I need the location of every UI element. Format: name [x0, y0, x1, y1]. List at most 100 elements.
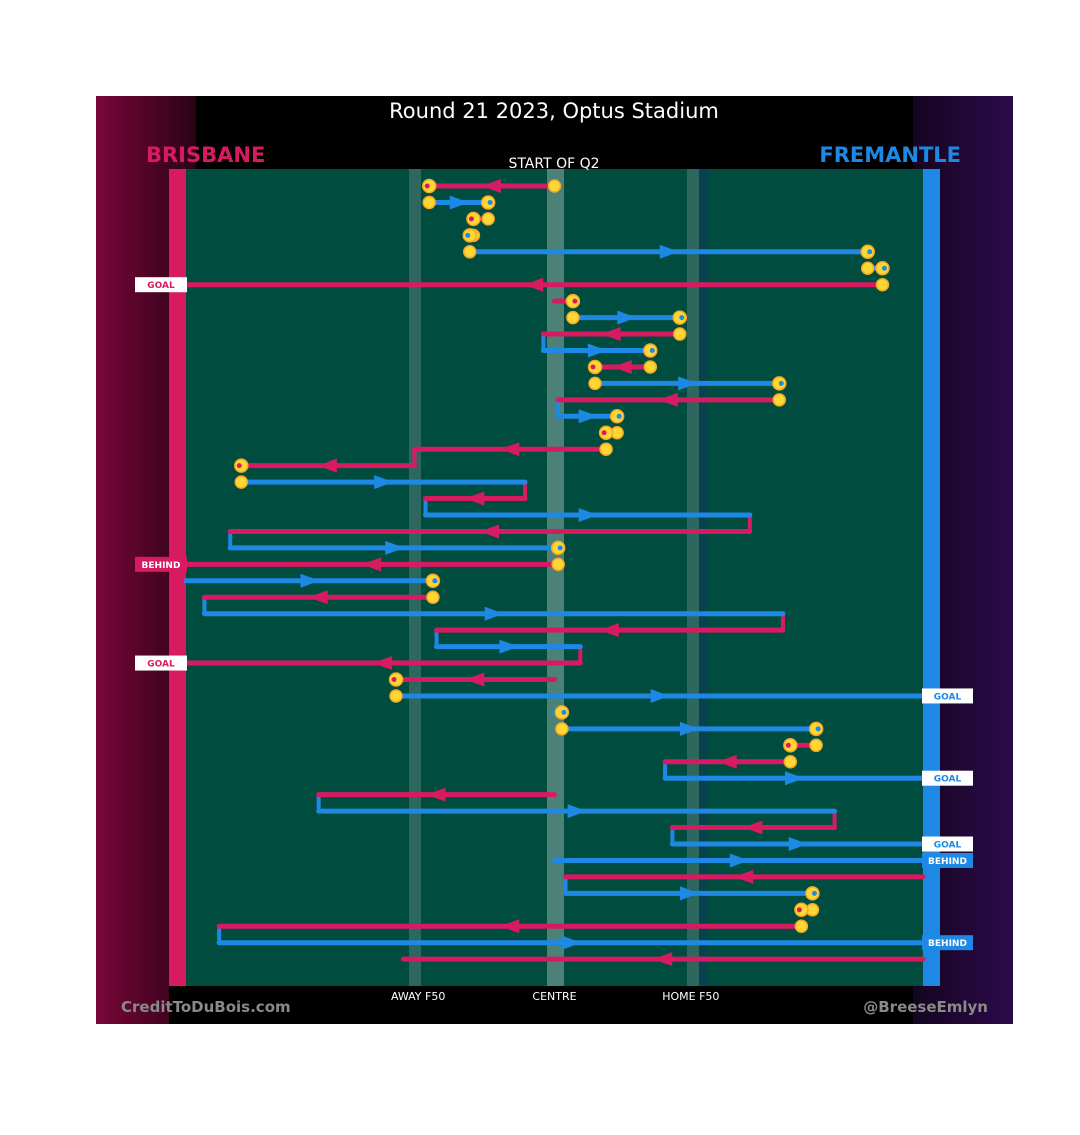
- stoppage-marker: [462, 245, 477, 259]
- chain-arrow: [729, 853, 749, 868]
- chain-arrow: [680, 721, 700, 736]
- outcome-label: BEHIND: [142, 561, 181, 571]
- outcome-box: [922, 836, 973, 852]
- chain-arrow: [743, 820, 763, 835]
- stoppage-marker: [783, 755, 798, 769]
- stoppage-dot: [391, 677, 397, 682]
- stoppage-dot: [867, 249, 873, 255]
- stoppage-dot: [424, 183, 430, 189]
- chain-arrow: [308, 590, 328, 605]
- outcome-box: [922, 935, 973, 951]
- stoppage-dot: [561, 709, 567, 715]
- stoppage-dot: [616, 413, 622, 419]
- chain-arrow: [578, 508, 598, 522]
- stoppage-marker: [426, 590, 440, 604]
- away-f50-band: [409, 169, 421, 986]
- stoppage-dot: [778, 380, 784, 386]
- stoppage-marker: [643, 360, 658, 374]
- stoppage-dot: [487, 199, 493, 205]
- stoppage-marker: [809, 738, 823, 753]
- outcome-box: [922, 852, 973, 868]
- stoppage-dot: [465, 232, 471, 238]
- home-f50-band-shadow: [699, 169, 707, 986]
- stoppage-marker: [588, 376, 602, 391]
- stoppage-dot: [590, 364, 596, 370]
- brisbane-goal-line: [169, 169, 186, 986]
- chain-arrow: [734, 869, 754, 884]
- chain-arrow: [465, 672, 485, 687]
- x-axis-ticks: AWAY F50 CENTRE HOME F50: [391, 990, 720, 1003]
- stoppage-dot: [557, 545, 563, 551]
- stoppage-dot: [811, 890, 817, 896]
- stoppage-marker: [555, 722, 569, 736]
- stoppage-marker: [481, 212, 495, 226]
- chain-arrow: [680, 886, 700, 901]
- chain-arrow: [465, 491, 485, 506]
- chain-arrow: [717, 754, 737, 769]
- stoppage-dot: [815, 726, 821, 732]
- outcome-box: [135, 655, 187, 671]
- outcome-label: GOAL: [147, 660, 175, 670]
- chain-arrow: [374, 475, 394, 490]
- chain-arrow: [617, 310, 637, 325]
- outcome-label: GOAL: [934, 841, 962, 851]
- outcome-labels: GOAL BEHIND GOAL GOAL GOAL GOAL BEHIND BEHIND: [135, 277, 973, 951]
- stoppage-marker: [551, 557, 565, 572]
- chain-arrow: [300, 573, 320, 588]
- stoppage-marker: [547, 179, 562, 193]
- chain-arrow: [480, 524, 500, 539]
- chain-arrow: [481, 179, 501, 193]
- stoppage-dot: [796, 907, 802, 913]
- chain-arrow: [785, 771, 805, 786]
- chain-arrow: [385, 540, 405, 555]
- outcome-label: GOAL: [934, 775, 962, 785]
- stoppage-marker: [875, 277, 890, 292]
- home-f50-band: [687, 169, 699, 986]
- chart-title: Round 21 2023, Optus Stadium: [389, 99, 719, 123]
- chain-arrow: [658, 392, 678, 407]
- background-top: [196, 96, 913, 169]
- tick-label: AWAY F50: [391, 990, 445, 1003]
- chain-arrow: [426, 787, 446, 802]
- stoppage-marker: [673, 327, 687, 341]
- right-team-label: FREMANTLE: [819, 143, 961, 167]
- stoppage-marker: [234, 475, 249, 489]
- background-bottom: [169, 986, 940, 1024]
- outcome-label: BEHIND: [928, 857, 967, 867]
- chain-arrow: [678, 376, 698, 391]
- outcome-box: [135, 556, 187, 572]
- chain-arrow: [601, 327, 621, 342]
- credit-right: @BreeseEmlyn: [863, 998, 988, 1016]
- chain-arrow: [567, 804, 587, 819]
- chain-arrow: [484, 606, 504, 621]
- stoppage-dot: [601, 430, 607, 436]
- stoppage-marker: [389, 689, 403, 703]
- chain-arrow: [788, 837, 808, 851]
- stoppage-dot: [881, 265, 887, 271]
- tick-label: HOME F50: [662, 990, 719, 1003]
- chain-arrow: [362, 557, 382, 572]
- stoppage-dot: [785, 742, 791, 748]
- outcome-box: [922, 688, 973, 704]
- stoppage-dot: [432, 578, 438, 584]
- chain-arrow: [659, 244, 679, 259]
- chart-svg: Round 21 2023, Optus Stadium BRISBANE FR…: [96, 96, 1013, 1024]
- chain-arrow: [650, 688, 670, 703]
- chain-arrow: [500, 442, 520, 457]
- stoppage-marker: [599, 442, 613, 456]
- chain-arrow: [317, 458, 337, 473]
- stoppage-marker: [772, 393, 787, 407]
- stoppage-dot: [468, 216, 474, 222]
- chain-arrow: [587, 343, 607, 358]
- stoppage-marker: [566, 310, 580, 325]
- chain-arrow: [524, 277, 544, 292]
- outcome-label: GOAL: [147, 281, 175, 291]
- stoppage-dot: [236, 463, 242, 469]
- stoppage-dot: [572, 298, 578, 304]
- stoppage-dot: [649, 348, 655, 353]
- stoppage-marker: [422, 195, 436, 210]
- credit-left: CreditToDuBois.com: [121, 998, 291, 1016]
- chain-arrow: [599, 623, 619, 638]
- centre-band: [547, 169, 564, 986]
- outcome-label: BEHIND: [928, 939, 967, 949]
